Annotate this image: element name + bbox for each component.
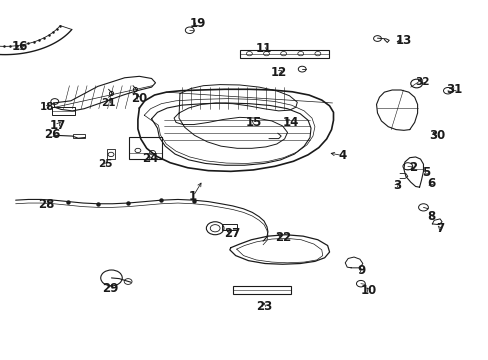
Text: 1: 1: [189, 190, 197, 203]
Text: 8: 8: [427, 210, 434, 223]
Bar: [106, 149, 115, 159]
Text: 9: 9: [357, 264, 365, 277]
Text: 26: 26: [44, 128, 61, 141]
Text: 4: 4: [338, 149, 346, 162]
Bar: [52, 107, 75, 115]
Text: 25: 25: [98, 159, 113, 169]
Text: 21: 21: [101, 98, 116, 108]
Bar: [129, 137, 162, 159]
Bar: [73, 134, 85, 138]
Bar: [239, 50, 328, 58]
Text: 18: 18: [40, 102, 54, 112]
Text: 3: 3: [392, 179, 400, 192]
Text: 20: 20: [131, 92, 147, 105]
Text: 2: 2: [408, 161, 416, 174]
Text: 28: 28: [38, 198, 54, 211]
Text: 31: 31: [446, 83, 462, 96]
Bar: [222, 224, 236, 230]
Text: 15: 15: [245, 116, 262, 129]
Text: 12: 12: [270, 66, 286, 78]
Text: 10: 10: [360, 284, 377, 297]
Text: 19: 19: [189, 17, 206, 30]
Text: 24: 24: [142, 152, 159, 165]
Text: 32: 32: [415, 77, 429, 87]
Text: 16: 16: [11, 40, 28, 53]
Text: 27: 27: [223, 227, 240, 240]
Text: 5: 5: [422, 166, 429, 179]
Text: 23: 23: [255, 300, 272, 313]
Text: 7: 7: [435, 222, 443, 235]
Text: 29: 29: [102, 282, 119, 294]
Text: 30: 30: [428, 129, 445, 142]
Text: 14: 14: [282, 116, 299, 129]
Text: 6: 6: [427, 177, 434, 190]
Bar: [232, 286, 291, 294]
Text: 17: 17: [49, 119, 66, 132]
Text: 13: 13: [395, 34, 411, 47]
Text: 11: 11: [255, 42, 272, 55]
Text: 22: 22: [275, 231, 291, 244]
